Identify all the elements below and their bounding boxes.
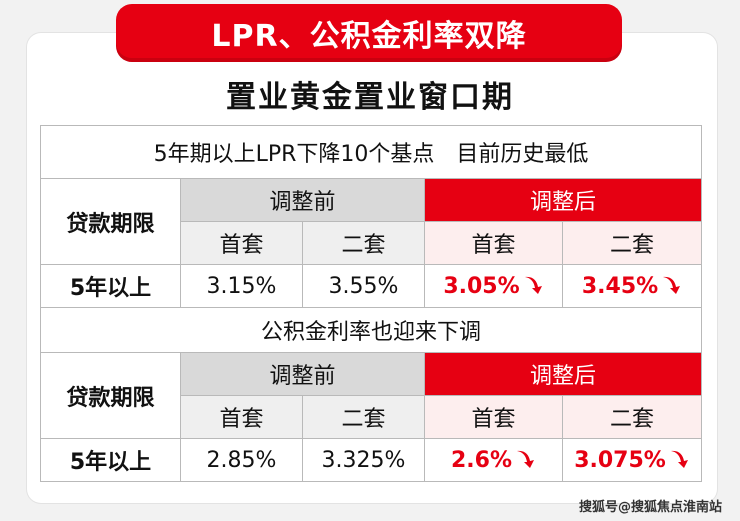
after-header: 调整后 bbox=[423, 178, 703, 222]
after-second-rate: 3.45% bbox=[561, 264, 703, 308]
after-second-value: 3.45% bbox=[581, 273, 659, 299]
before-second-label: 二套 bbox=[302, 395, 425, 439]
fund-notice: 公积金利率也迎来下调 bbox=[39, 307, 703, 353]
before-first-label: 首套 bbox=[180, 395, 303, 439]
before-header: 调整前 bbox=[180, 352, 425, 396]
row-term: 5年以上 bbox=[40, 438, 181, 482]
term-header: 贷款期限 bbox=[40, 352, 181, 439]
after-second-rate: 3.075% bbox=[561, 438, 703, 482]
before-second-rate: 3.325% bbox=[302, 438, 425, 482]
title-banner: LPR、公积金利率双降 bbox=[116, 4, 622, 62]
after-second-label: 二套 bbox=[561, 221, 703, 265]
rate-table: 5年期以上LPR下降10个基点 目前历史最低 贷款期限 调整前 调整后 首套 二… bbox=[39, 125, 703, 482]
before-first-label: 首套 bbox=[180, 221, 303, 265]
before-first-rate: 2.85% bbox=[180, 438, 303, 482]
after-second-label: 二套 bbox=[561, 395, 703, 439]
after-header: 调整后 bbox=[423, 352, 703, 396]
after-first-rate: 3.05% bbox=[424, 264, 563, 308]
term-header: 贷款期限 bbox=[40, 178, 181, 265]
after-first-label: 首套 bbox=[424, 221, 563, 265]
down-arrow-icon bbox=[524, 276, 542, 294]
down-arrow-icon bbox=[670, 450, 688, 468]
before-second-rate: 3.55% bbox=[302, 264, 425, 308]
after-first-value: 2.6% bbox=[450, 447, 512, 473]
before-first-rate: 3.15% bbox=[180, 264, 303, 308]
lpr-notice: 5年期以上LPR下降10个基点 目前历史最低 bbox=[39, 125, 703, 179]
before-second-label: 二套 bbox=[302, 221, 425, 265]
after-first-value: 3.05% bbox=[443, 273, 520, 299]
after-second-value: 3.075% bbox=[574, 447, 666, 473]
before-header: 调整前 bbox=[180, 178, 425, 222]
after-first-label: 首套 bbox=[424, 395, 563, 439]
down-arrow-icon bbox=[517, 450, 534, 468]
page-subtitle: 置业黄金置业窗口期 bbox=[226, 80, 514, 115]
down-arrow-icon bbox=[663, 276, 681, 294]
after-first-rate: 2.6% bbox=[424, 438, 563, 482]
watermark: 搜狐号@搜狐焦点淮南站 bbox=[578, 500, 722, 515]
row-term: 5年以上 bbox=[40, 264, 181, 308]
